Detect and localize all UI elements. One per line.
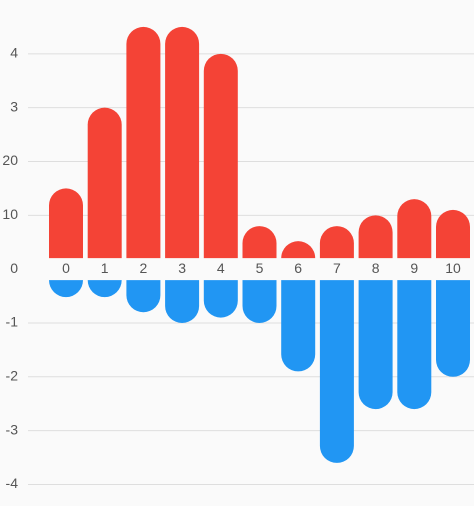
y-tick-label: -2 <box>6 368 19 384</box>
bar <box>49 188 83 259</box>
x-tick-label: 9 <box>410 260 418 276</box>
bar <box>319 280 354 463</box>
x-tick-label: 5 <box>256 260 264 276</box>
bar <box>281 280 316 372</box>
bar <box>49 280 83 298</box>
x-tick-label: 1 <box>101 260 109 276</box>
x-tick-label: 2 <box>140 260 148 276</box>
y-tick-label: 20 <box>2 152 18 168</box>
x-tick-label: 0 <box>62 260 70 276</box>
bar <box>397 199 432 259</box>
bar <box>319 226 354 259</box>
bar <box>165 26 200 259</box>
y-tick-label: -3 <box>6 421 19 437</box>
label-band <box>28 258 474 281</box>
x-tick-label: 10 <box>445 260 461 276</box>
bar <box>126 26 161 259</box>
bar <box>165 280 200 323</box>
y-tick-label: -1 <box>6 314 19 330</box>
bar <box>126 280 161 313</box>
y-tick-label: 10 <box>2 206 18 222</box>
bar <box>358 215 393 259</box>
x-tick-label: 3 <box>178 260 186 276</box>
bar <box>203 280 238 318</box>
bar <box>203 53 238 259</box>
x-tick-label: 7 <box>333 260 341 276</box>
bar <box>242 280 277 323</box>
bar <box>242 226 277 259</box>
x-tick-label: 6 <box>294 260 302 276</box>
x-tick-label: 8 <box>372 260 380 276</box>
bar <box>281 241 316 259</box>
bar <box>397 280 432 410</box>
y-tick-label: 3 <box>10 98 18 114</box>
bar <box>87 280 122 298</box>
bar <box>436 280 470 377</box>
bar <box>87 107 122 259</box>
bar <box>436 209 470 259</box>
y-tick-label: 0 <box>10 260 18 276</box>
y-tick-label: -4 <box>6 475 19 491</box>
bar <box>358 280 393 410</box>
x-tick-label: 4 <box>217 260 225 276</box>
y-tick-label: 4 <box>10 45 18 61</box>
